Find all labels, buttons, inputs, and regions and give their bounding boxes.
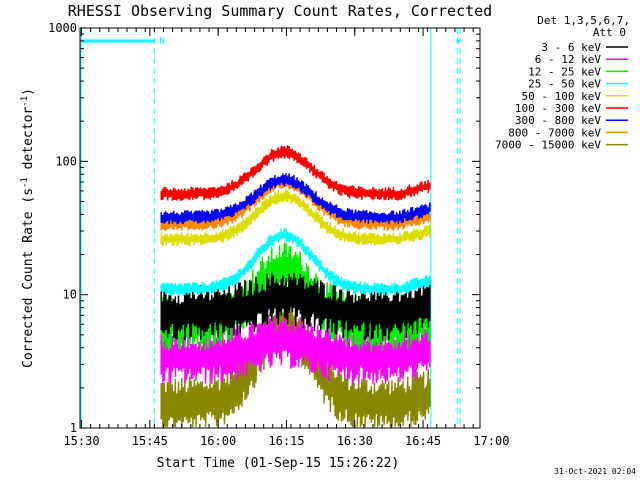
y-tick-label: 100 [55,154,77,168]
night-marker-label: N [159,37,164,47]
legend-label: 6 - 12 keV [535,53,602,66]
legend-label: 50 - 100 keV [522,90,602,103]
y-axis-label-sup2: -1 [20,96,30,107]
y-axis: 1 10 100 1000 [48,21,480,435]
chart-title: RHESSI Observing Summary Count Rates, Co… [68,2,492,20]
x-tick-label: 16:15 [268,434,304,448]
y-tick-label: 1000 [48,21,77,35]
x-tick-label: 15:30 [63,434,99,448]
legend-header-attenuator: Att 0 [593,26,626,39]
y-tick-label: 10 [63,288,77,302]
x-tick-label: 16:00 [200,434,236,448]
night-intervals: N [80,28,461,428]
legend-label: 12 - 25 keV [528,65,601,78]
timestamp: 31-Oct-2021 02:04 [554,467,636,476]
y-axis-label: Corrected Count Rate (s-1 detector-1) [20,88,36,368]
y-axis-label-part2: detector [21,107,36,178]
plot-frame [79,27,481,429]
y-axis-label-sup1: -1 [20,177,30,188]
series-line-6-12-kev [160,314,431,385]
series-line-25-50-kev [160,228,431,297]
legend-label: 800 - 7000 keV [508,126,601,139]
legend-label: 25 - 50 keV [528,78,601,91]
y-tick-label: 1 [70,421,77,435]
legend-label: 100 - 300 keV [515,102,601,115]
y-axis-label-part3: ) [21,88,36,96]
series-line-100-300-kev [160,145,431,201]
series-line-3-6-kev [160,272,431,341]
legend-header-detectors: Det 1,3,5,6,7, [537,14,630,27]
legend-label: 7000 - 15000 keV [495,139,601,152]
y-axis-label-part1: Corrected Count Rate (s [21,188,36,368]
x-tick-label: 16:45 [405,434,441,448]
x-tick-label: 17:00 [473,434,509,448]
x-tick-label: 15:45 [132,434,168,448]
legend-label: 3 - 6 keV [541,41,601,54]
series-layer [160,145,431,428]
x-axis-label: Start Time (01-Sep-15 15:26:22) [157,456,400,471]
legend-label: 300 - 800 keV [515,114,601,127]
series-line-50-100-kev [160,189,431,247]
x-tick-label: 16:30 [337,434,373,448]
series-line-300-800-kev [160,173,431,225]
x-axis: 15:30 15:45 16:00 16:15 16:30 16:45 17:00 [63,28,509,448]
